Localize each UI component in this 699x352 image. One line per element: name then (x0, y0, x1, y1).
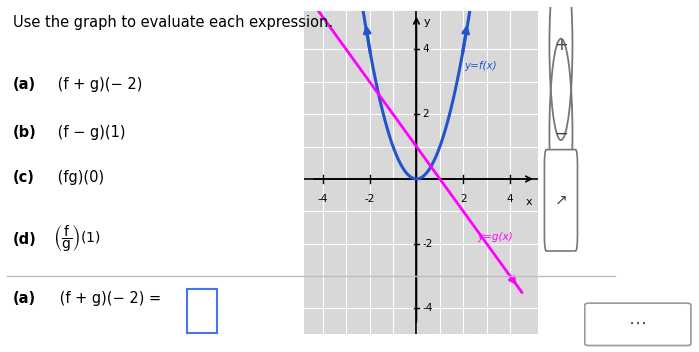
FancyBboxPatch shape (545, 150, 577, 251)
Text: y: y (424, 17, 430, 27)
Text: ⋯: ⋯ (629, 315, 647, 333)
Text: (f + g)(− 2): (f + g)(− 2) (53, 77, 142, 93)
FancyBboxPatch shape (585, 303, 691, 346)
Text: -2: -2 (364, 194, 375, 203)
Text: (d): (d) (13, 232, 36, 247)
Text: -2: -2 (422, 239, 433, 249)
Text: (fg)(0): (fg)(0) (53, 170, 104, 186)
Text: 4: 4 (422, 44, 429, 55)
Text: (f + g)(− 2) =: (f + g)(− 2) = (55, 291, 166, 307)
Text: 4: 4 (507, 194, 514, 203)
Text: 2: 2 (460, 194, 467, 203)
Text: −: − (554, 125, 568, 143)
FancyBboxPatch shape (187, 289, 217, 333)
Text: (b): (b) (13, 125, 36, 140)
Text: (a): (a) (13, 77, 36, 93)
Text: (c): (c) (13, 170, 34, 186)
Text: 2: 2 (422, 109, 429, 119)
Text: Use the graph to evaluate each expression.: Use the graph to evaluate each expressio… (13, 15, 333, 31)
Text: y=g(x): y=g(x) (477, 232, 513, 243)
Text: -4: -4 (422, 303, 433, 314)
Text: -4: -4 (317, 194, 328, 203)
Text: +: + (554, 36, 568, 54)
Text: x: x (526, 197, 532, 207)
Text: (f − g)(1): (f − g)(1) (53, 125, 125, 140)
Text: ↗: ↗ (554, 193, 568, 208)
Text: $\left(\dfrac{\mathregular{f}}{\mathregular{g}}\right)$$\mathregular{(1)}$: $\left(\dfrac{\mathregular{f}}{\mathregu… (53, 224, 101, 254)
Text: (a): (a) (13, 291, 36, 307)
Text: y=f(x): y=f(x) (464, 61, 497, 71)
